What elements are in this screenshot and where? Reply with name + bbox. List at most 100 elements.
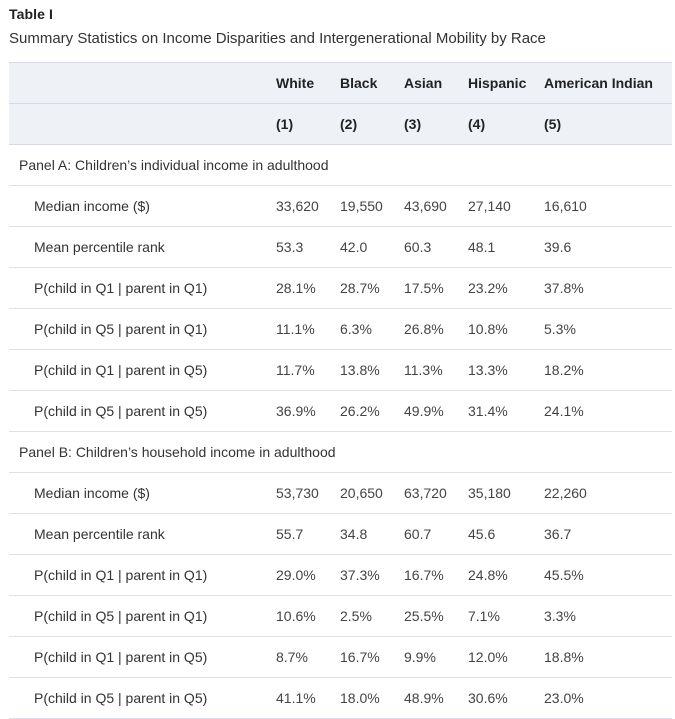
cell-value: 53.3 [276, 226, 340, 268]
cell-value: 37.8% [544, 267, 672, 309]
row-label: P(child in Q1 | parent in Q5) [9, 349, 276, 391]
cell-value: 49.9% [404, 390, 468, 432]
cell-value: 3.3% [544, 595, 672, 637]
header-empty-cell [9, 62, 276, 104]
table-row: P(child in Q5 | parent in Q1) 11.1% 6.3%… [9, 308, 672, 350]
cell-value: 12.0% [468, 636, 544, 678]
row-label: P(child in Q1 | parent in Q5) [9, 636, 276, 678]
row-label: P(child in Q5 | parent in Q5) [9, 677, 276, 719]
cell-value: 55.7 [276, 513, 340, 555]
cell-value: 36.7 [544, 513, 672, 555]
cell-value: 11.3% [404, 349, 468, 391]
table-row: P(child in Q1 | parent in Q1) 28.1% 28.7… [9, 267, 672, 309]
cell-value: 19,550 [340, 185, 404, 227]
column-number-3: (3) [404, 103, 468, 145]
cell-value: 23.0% [544, 677, 672, 719]
cell-value: 34.8 [340, 513, 404, 555]
cell-value: 13.3% [468, 349, 544, 391]
row-label: Median income ($) [9, 472, 276, 514]
cell-value: 9.9% [404, 636, 468, 678]
panel-heading-row: Panel B: Children’s household income in … [9, 431, 672, 473]
column-header-asian: Asian [404, 62, 468, 104]
header-row-names: White Black Asian Hispanic American Indi… [9, 62, 672, 104]
cell-value: 18.0% [340, 677, 404, 719]
cell-value: 11.7% [276, 349, 340, 391]
cell-value: 31.4% [468, 390, 544, 432]
cell-value: 60.7 [404, 513, 468, 555]
table-row: P(child in Q1 | parent in Q1) 29.0% 37.3… [9, 554, 672, 596]
column-number-5: (5) [544, 103, 672, 145]
cell-value: 29.0% [276, 554, 340, 596]
cell-value: 16.7% [340, 636, 404, 678]
table-row: Median income ($) 33,620 19,550 43,690 2… [9, 185, 672, 227]
cell-value: 2.5% [340, 595, 404, 637]
cell-value: 60.3 [404, 226, 468, 268]
column-number-1: (1) [276, 103, 340, 145]
cell-value: 26.8% [404, 308, 468, 350]
table-row: P(child in Q5 | parent in Q1) 10.6% 2.5%… [9, 595, 672, 637]
row-label: P(child in Q5 | parent in Q1) [9, 308, 276, 350]
panel-b-label: Panel B: Children’s household income in … [9, 431, 672, 473]
panel-heading-row: Panel A: Children’s individual income in… [9, 144, 672, 186]
cell-value: 13.8% [340, 349, 404, 391]
cell-value: 45.6 [468, 513, 544, 555]
cell-value: 36.9% [276, 390, 340, 432]
cell-value: 39.6 [544, 226, 672, 268]
cell-value: 5.3% [544, 308, 672, 350]
cell-value: 16,610 [544, 185, 672, 227]
cell-value: 33,620 [276, 185, 340, 227]
column-number-4: (4) [468, 103, 544, 145]
cell-value: 48.9% [404, 677, 468, 719]
cell-value: 6.3% [340, 308, 404, 350]
column-header-white: White [276, 62, 340, 104]
cell-value: 28.7% [340, 267, 404, 309]
table-row: P(child in Q1 | parent in Q5) 8.7% 16.7%… [9, 636, 672, 678]
cell-value: 35,180 [468, 472, 544, 514]
column-header-hispanic: Hispanic [468, 62, 544, 104]
cell-value: 8.7% [276, 636, 340, 678]
cell-value: 10.8% [468, 308, 544, 350]
row-label: P(child in Q5 | parent in Q5) [9, 390, 276, 432]
cell-value: 24.1% [544, 390, 672, 432]
cell-value: 24.8% [468, 554, 544, 596]
cell-value: 23.2% [468, 267, 544, 309]
cell-value: 42.0 [340, 226, 404, 268]
table-title: Table I [9, 6, 54, 22]
table-row: Mean percentile rank 53.3 42.0 60.3 48.1… [9, 226, 672, 268]
row-label: Mean percentile rank [9, 226, 276, 268]
cell-value: 17.5% [404, 267, 468, 309]
table-body: Panel A: Children’s individual income in… [9, 144, 672, 719]
cell-value: 22,260 [544, 472, 672, 514]
table-subtitle: Summary Statistics on Income Disparities… [9, 30, 546, 47]
cell-value: 20,650 [340, 472, 404, 514]
table-row: P(child in Q1 | parent in Q5) 11.7% 13.8… [9, 349, 672, 391]
cell-value: 53,730 [276, 472, 340, 514]
cell-value: 10.6% [276, 595, 340, 637]
row-label: Median income ($) [9, 185, 276, 227]
header-empty-cell [9, 103, 276, 145]
panel-a-label: Panel A: Children’s individual income in… [9, 144, 672, 186]
summary-statistics-table: White Black Asian Hispanic American Indi… [9, 62, 672, 719]
cell-value: 27,140 [468, 185, 544, 227]
cell-value: 26.2% [340, 390, 404, 432]
row-label: P(child in Q5 | parent in Q1) [9, 595, 276, 637]
table-figure: Table I Summary Statistics on Income Dis… [9, 6, 672, 719]
cell-value: 11.1% [276, 308, 340, 350]
row-label: P(child in Q1 | parent in Q1) [9, 554, 276, 596]
cell-value: 16.7% [404, 554, 468, 596]
column-header-black: Black [340, 62, 404, 104]
cell-value: 18.2% [544, 349, 672, 391]
row-label: Mean percentile rank [9, 513, 276, 555]
cell-value: 41.1% [276, 677, 340, 719]
table-header: White Black Asian Hispanic American Indi… [9, 62, 672, 145]
cell-value: 63,720 [404, 472, 468, 514]
cell-value: 25.5% [404, 595, 468, 637]
cell-value: 37.3% [340, 554, 404, 596]
cell-value: 43,690 [404, 185, 468, 227]
header-row-numbers: (1) (2) (3) (4) (5) [9, 103, 672, 145]
cell-value: 28.1% [276, 267, 340, 309]
cell-value: 48.1 [468, 226, 544, 268]
column-number-2: (2) [340, 103, 404, 145]
cell-value: 18.8% [544, 636, 672, 678]
cell-value: 7.1% [468, 595, 544, 637]
